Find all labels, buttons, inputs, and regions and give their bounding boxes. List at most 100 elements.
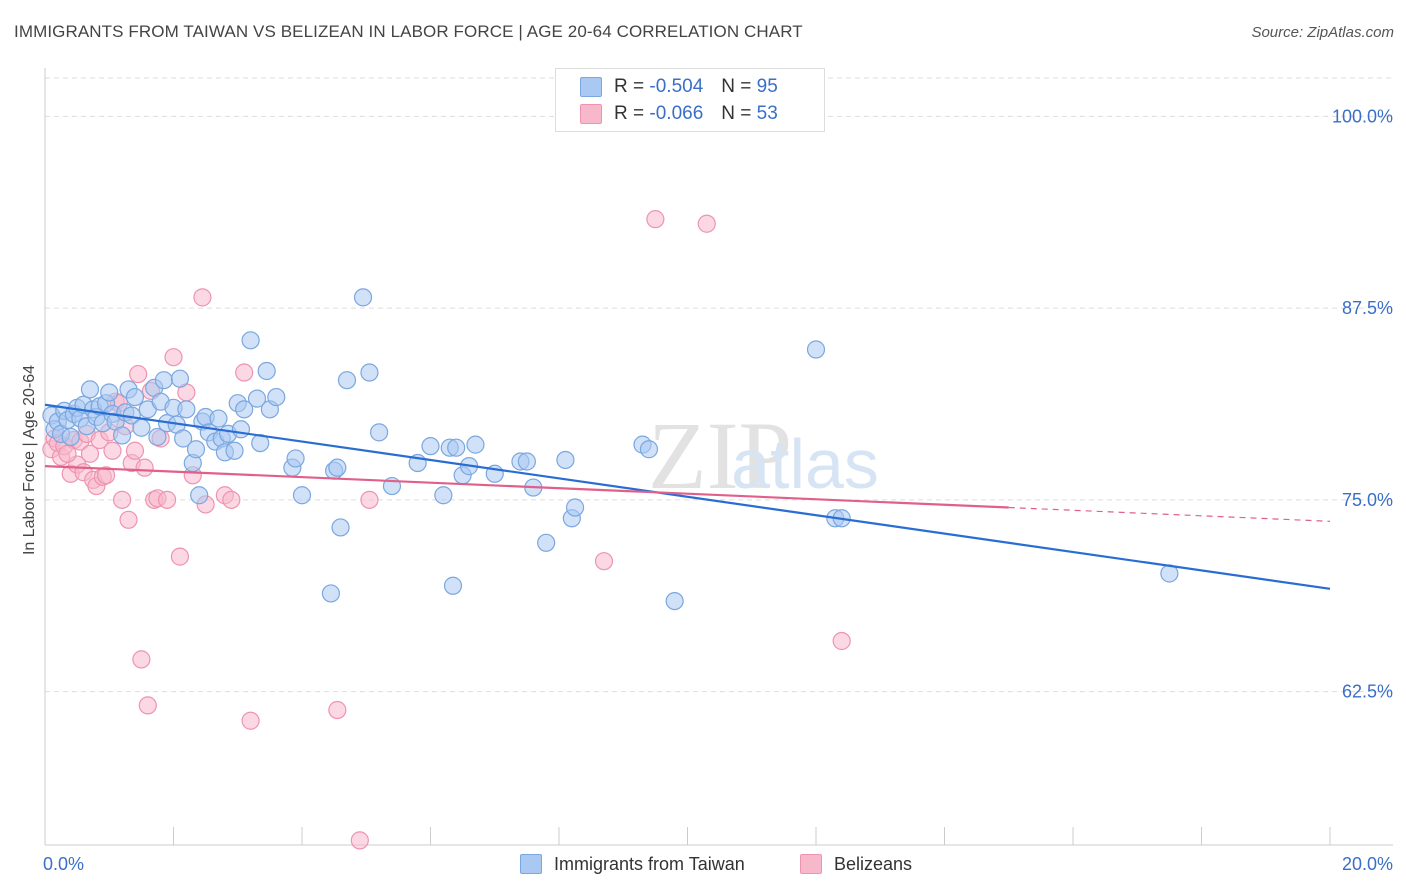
belizean-trend-extension xyxy=(1008,506,1331,522)
series-legend-taiwan: Immigrants from Taiwan xyxy=(520,852,745,876)
taiwan-point xyxy=(443,576,463,595)
taiwan-point xyxy=(125,387,145,407)
y-tick-label: 75.0% xyxy=(1342,490,1393,510)
taiwan-point xyxy=(61,427,80,447)
taiwan-point xyxy=(190,486,209,505)
taiwan-point xyxy=(186,440,206,459)
belizean-swatch xyxy=(580,104,602,124)
taiwan-point xyxy=(132,418,151,437)
belizean-point xyxy=(328,700,347,720)
taiwan-point xyxy=(665,591,684,611)
taiwan-point xyxy=(537,533,556,552)
taiwan-point xyxy=(337,371,357,390)
taiwan-n-value: 95 xyxy=(756,76,778,97)
taiwan-point xyxy=(639,440,659,459)
taiwan-point xyxy=(292,486,312,505)
taiwan-point xyxy=(148,427,167,447)
taiwan-point xyxy=(241,331,260,350)
taiwan-point xyxy=(235,400,254,419)
taiwan-legend-swatch xyxy=(520,854,542,874)
taiwan-point xyxy=(177,400,196,419)
belizean-point xyxy=(119,510,138,529)
taiwan-point xyxy=(225,441,244,460)
x-tick-label: 20.0% xyxy=(1342,854,1393,874)
watermark-zip: ZIP xyxy=(648,402,792,509)
taiwan-r-value: -0.504 xyxy=(649,76,704,97)
y-tick-label: 62.5% xyxy=(1342,682,1393,702)
belizean-n-value: 53 xyxy=(756,103,778,124)
tick-labels: 62.5% 75.0% 87.5% 100.0% 0.0% 20.0% xyxy=(43,106,1393,874)
belizean-point xyxy=(164,348,183,367)
belizean-point xyxy=(350,831,369,850)
taiwan-point xyxy=(353,288,373,307)
legend-row-belizean: R = -0.066 N = 53 xyxy=(580,101,778,127)
taiwan-point xyxy=(209,409,228,428)
legend-r-label: R = xyxy=(614,76,645,97)
taiwan-point xyxy=(154,371,173,390)
belizean-point xyxy=(138,696,157,715)
taiwan-points xyxy=(42,288,1179,611)
taiwan-point xyxy=(331,518,350,537)
taiwan-swatch xyxy=(580,77,602,97)
source-label: Source: ZipAtlas.com xyxy=(1251,24,1394,41)
taiwan-point xyxy=(321,584,341,603)
belizean-point xyxy=(832,631,851,651)
belizean-point xyxy=(58,444,77,463)
taiwan-legend-label: Immigrants from Taiwan xyxy=(554,853,745,874)
taiwan-point xyxy=(447,438,466,457)
taiwan-point xyxy=(112,426,132,445)
taiwan-point xyxy=(80,380,100,399)
belizean-point xyxy=(193,288,212,307)
belizean-point xyxy=(96,466,116,485)
legend-n-label: N = xyxy=(721,103,752,124)
taiwan-point xyxy=(231,420,251,439)
correlation-legend: R = -0.504 N = 95 R = -0.066 N = 53 xyxy=(555,68,825,132)
taiwan-point xyxy=(806,340,826,359)
x-tick-label: 0.0% xyxy=(43,854,84,874)
belizean-point xyxy=(594,552,614,571)
taiwan-point xyxy=(328,458,347,477)
axes xyxy=(44,68,1393,846)
watermark-atlas: atlas xyxy=(731,425,879,503)
y-tick-label: 100.0% xyxy=(1332,106,1393,126)
taiwan-trend-line xyxy=(44,403,1331,590)
belizean-legend-swatch xyxy=(800,854,822,874)
belizean-point xyxy=(697,214,716,233)
taiwan-point xyxy=(421,437,440,456)
belizean-point xyxy=(222,490,241,509)
legend-r-label: R = xyxy=(614,103,645,124)
taiwan-point xyxy=(267,387,286,407)
belizean-point xyxy=(235,363,254,382)
taiwan-point xyxy=(434,486,453,505)
legend-n-label: N = xyxy=(721,76,752,97)
chart-title: IMMIGRANTS FROM TAIWAN VS BELIZEAN IN LA… xyxy=(14,22,803,41)
legend-row-taiwan: R = -0.504 N = 95 xyxy=(580,74,778,100)
belizean-r-value: -0.066 xyxy=(649,103,704,124)
belizean-point xyxy=(170,547,190,566)
taiwan-point xyxy=(565,498,585,517)
taiwan-point xyxy=(517,452,536,471)
taiwan-point xyxy=(170,369,190,388)
belizean-point xyxy=(132,650,151,669)
belizean-point xyxy=(125,441,145,460)
taiwan-point xyxy=(174,429,193,448)
taiwan-point xyxy=(286,449,305,468)
taiwan-point xyxy=(556,450,575,470)
belizean-point xyxy=(135,458,154,477)
taiwan-point xyxy=(100,383,119,402)
belizean-point xyxy=(241,711,260,730)
belizean-legend-label: Belizeans xyxy=(834,853,913,874)
y-tick-label: 87.5% xyxy=(1342,298,1393,318)
taiwan-point xyxy=(360,363,379,382)
belizean-point xyxy=(360,490,379,509)
grid-lines xyxy=(45,77,1393,693)
belizean-point xyxy=(129,364,148,384)
taiwan-point xyxy=(370,423,389,442)
belizean-trend-line xyxy=(44,465,1009,509)
belizean-point xyxy=(103,441,122,460)
belizean-point xyxy=(157,490,177,509)
taiwan-point xyxy=(257,361,276,381)
taiwan-point xyxy=(247,389,267,408)
trend-lines xyxy=(44,403,1331,590)
